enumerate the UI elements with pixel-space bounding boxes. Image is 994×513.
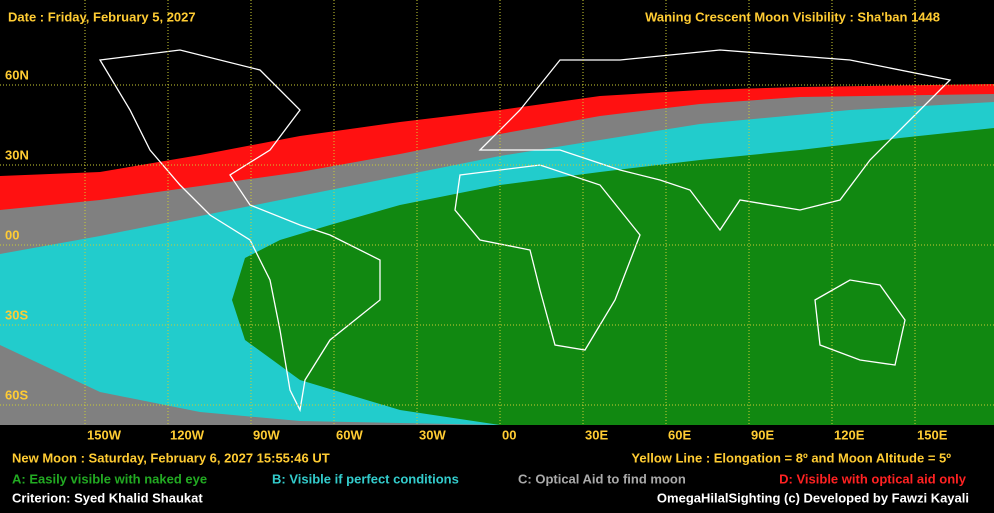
coast-eurasia xyxy=(478,49,952,232)
visibility-zones xyxy=(0,84,994,425)
longitude-label: 120E xyxy=(834,427,865,442)
latitude-label: 60S xyxy=(5,387,28,402)
latitude-label: 00 xyxy=(5,227,19,242)
graticule xyxy=(0,0,994,425)
longitude-label: 90E xyxy=(751,427,774,442)
longitude-label: 30W xyxy=(419,427,446,442)
latitude-label: 60N xyxy=(5,67,29,82)
longitude-label: 60W xyxy=(336,427,363,442)
legend-c: C: Optical Aid to find moon xyxy=(518,471,686,486)
criterion: Criterion: Syed Khalid Shaukat xyxy=(12,490,203,505)
credit: OmegaHilalSighting (c) Developed by Fawz… xyxy=(657,490,969,505)
yellow-line-note: Yellow Line : Elongation = 8º and Moon A… xyxy=(631,450,951,465)
longitude-label: 60E xyxy=(668,427,691,442)
coast-africa xyxy=(454,164,641,351)
coast-americas xyxy=(98,49,381,413)
longitude-label: 30E xyxy=(585,427,608,442)
zone-a xyxy=(232,128,994,425)
new-moon: New Moon : Saturday, February 6, 2027 15… xyxy=(12,450,330,465)
map-title: Waning Crescent Moon Visibility : Sha'ba… xyxy=(645,9,940,24)
latitude-label: 30N xyxy=(5,147,29,162)
coast-australia xyxy=(814,279,906,366)
legend-a: A: Easily visible with naked eye xyxy=(12,471,207,486)
longitude-label: 120W xyxy=(170,427,205,442)
longitude-label: 90W xyxy=(253,427,280,442)
latitude-label: 30S xyxy=(5,307,28,322)
longitude-label: 150W xyxy=(87,427,122,442)
coastlines xyxy=(98,49,952,413)
legend-d: D: Visible with optical aid only xyxy=(779,471,967,486)
longitude-label: 00 xyxy=(502,427,516,442)
date: Date : Friday, February 5, 2027 xyxy=(8,9,196,24)
longitude-label: 150E xyxy=(917,427,948,442)
legend-b: B: Visible if perfect conditions xyxy=(272,471,459,486)
